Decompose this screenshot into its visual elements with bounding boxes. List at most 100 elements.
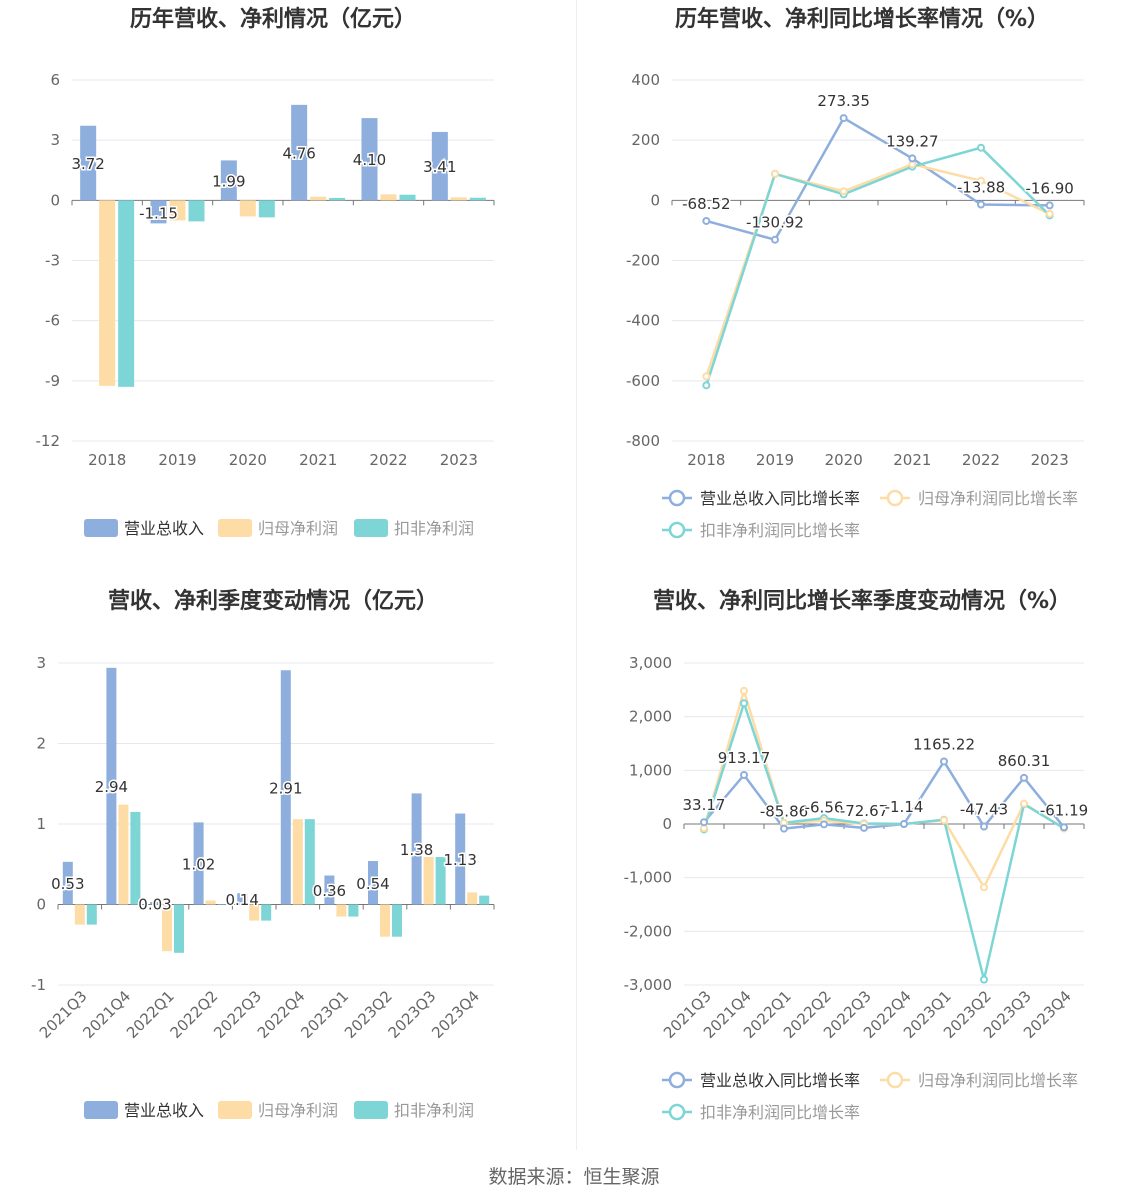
data-label: 2.91 bbox=[269, 779, 302, 797]
bar-0 bbox=[80, 125, 97, 201]
annual-growth-rate-chart: 历年营收、净利同比增长率情况（%） 400 200 0 -200 -400 -600 -800… bbox=[574, 0, 1148, 580]
data-label: -85.86 bbox=[760, 803, 808, 821]
bar-0 bbox=[361, 118, 378, 201]
x-tick-label: 2021Q4 bbox=[79, 987, 134, 1042]
chart-svg: 营收、净利季度变动情况（亿元）3210-12021Q32021Q42022Q12… bbox=[31, 588, 495, 1120]
bar-2 bbox=[399, 194, 416, 201]
legend-label: 营业总收入同比增长率 bbox=[700, 1071, 860, 1090]
data-point-0 bbox=[1060, 823, 1068, 832]
x-tick-label: 2023 bbox=[440, 451, 478, 469]
data-point-2 bbox=[977, 143, 985, 152]
legend-label: 归母净利润同比增长率 bbox=[918, 1071, 1078, 1090]
y-tick-label: -400 bbox=[626, 312, 660, 330]
data-label: -13.88 bbox=[957, 179, 1005, 197]
bar-0 bbox=[280, 670, 291, 905]
data-label: 1.38 bbox=[400, 841, 433, 859]
data-point-1 bbox=[977, 176, 985, 185]
y-tick-label: -2,000 bbox=[624, 922, 672, 940]
quarterly-revenue-profit-chart: 营收、净利季度变动情况（亿元） 3 2 1 0 -1 2021Q3 2021Q4 2022Q1 2… bbox=[0, 582, 574, 1162]
data-point-1 bbox=[740, 686, 748, 695]
chart-svg: 营收、净利同比增长率季度变动情况（%） 3,000 2,000 1,000 0 -1,00… bbox=[624, 588, 1090, 1122]
bar-1 bbox=[118, 804, 129, 905]
data-point-1 bbox=[940, 816, 948, 825]
y-tick-label: -1,000 bbox=[624, 869, 672, 887]
y-tick-label: -1 bbox=[31, 976, 46, 994]
data-point-0 bbox=[1045, 201, 1054, 210]
chart-title: 营收、净利季度变动情况（亿元） bbox=[108, 588, 438, 614]
data-label: 4.10 bbox=[353, 151, 386, 169]
bar-0 bbox=[62, 861, 73, 905]
data-point-0 bbox=[740, 770, 748, 779]
legend-label: 扣非净利润同比增长率 bbox=[700, 521, 860, 540]
chart-canvas: 历年营收、净利情况（亿元） 6 3 0 -3 -6 -9 -12 2018 2019 2020 202… bbox=[36, 6, 495, 538]
legend-swatch bbox=[84, 519, 118, 537]
bar-0 bbox=[193, 822, 204, 905]
bar-2 bbox=[86, 904, 97, 925]
data-point-0 bbox=[940, 757, 948, 766]
y-tick-label: 3 bbox=[36, 654, 46, 672]
bar-0 bbox=[411, 793, 422, 905]
legend-marker bbox=[668, 1071, 686, 1089]
x-tick-label: 2022Q2 bbox=[167, 987, 222, 1042]
bar-0 bbox=[106, 667, 117, 905]
y-tick-label: -12 bbox=[36, 432, 61, 450]
bar-2 bbox=[479, 895, 490, 905]
bar-0 bbox=[431, 131, 448, 201]
y-tick-label: -200 bbox=[626, 252, 660, 270]
legend-swatch bbox=[354, 519, 388, 537]
bar-1 bbox=[205, 900, 216, 905]
data-label: 0.53 bbox=[51, 875, 84, 893]
y-tick-label: 0 bbox=[662, 815, 672, 833]
data-label: 0.36 bbox=[313, 882, 346, 900]
data-point-1 bbox=[839, 187, 848, 196]
y-tick-label: 1 bbox=[36, 815, 46, 833]
x-tick-label: 2020 bbox=[229, 451, 267, 469]
legend-marker bbox=[668, 489, 686, 507]
y-tick-label: 0 bbox=[36, 896, 46, 914]
data-label: 0.54 bbox=[356, 875, 389, 893]
x-tick-label: 2023Q3 bbox=[385, 987, 440, 1042]
data-point-0 bbox=[900, 820, 908, 829]
bar-1 bbox=[99, 200, 116, 386]
bar-1 bbox=[336, 904, 347, 917]
y-tick-label: 6 bbox=[50, 71, 60, 89]
data-point-0 bbox=[1020, 773, 1028, 782]
y-tick-label: -800 bbox=[626, 432, 660, 450]
bar-1 bbox=[423, 857, 434, 905]
y-tick-label: 2,000 bbox=[629, 708, 672, 726]
y-tick-label: -600 bbox=[626, 372, 660, 390]
bar-2 bbox=[130, 811, 141, 905]
x-tick-label: 2021Q3 bbox=[36, 987, 91, 1042]
data-label: 3.41 bbox=[423, 158, 456, 176]
data-label: 913.17 bbox=[718, 749, 771, 767]
bar-2 bbox=[188, 200, 205, 222]
data-label: 1.99 bbox=[212, 172, 245, 190]
data-label: 0.14 bbox=[225, 891, 258, 909]
bar-1 bbox=[450, 197, 467, 201]
annual-revenue-profit-chart: 历年营收、净利情况（亿元） 6 3 0 -3 -6 -9 -12 2018 2019 2020 202… bbox=[0, 0, 574, 580]
x-tick-label: 2022 bbox=[962, 451, 1000, 469]
data-point-0 bbox=[860, 823, 868, 832]
x-tick-label: 2018 bbox=[88, 451, 126, 469]
data-label: -130.92 bbox=[746, 214, 804, 232]
data-source-note: 数据来源：恒生聚源 bbox=[488, 1166, 660, 1188]
data-label: 139.27 bbox=[886, 132, 939, 150]
bar-0 bbox=[237, 893, 248, 905]
legend-label: 营业总收入同比增长率 bbox=[700, 489, 860, 508]
legend-swatch bbox=[218, 1101, 252, 1119]
data-point-0 bbox=[702, 216, 711, 225]
data-label: -16.90 bbox=[1025, 179, 1073, 197]
data-label: 33.17 bbox=[683, 796, 726, 814]
legend-marker bbox=[886, 489, 904, 507]
bar-1 bbox=[380, 904, 390, 937]
data-point-1 bbox=[1020, 799, 1028, 808]
x-tick-label: 2023Q4 bbox=[428, 987, 483, 1042]
series-line-2 bbox=[705, 146, 1051, 386]
x-tick-label: 2021 bbox=[893, 451, 931, 469]
y-tick-label: 200 bbox=[631, 131, 660, 149]
bar-0 bbox=[150, 200, 167, 224]
data-point-0 bbox=[700, 818, 708, 827]
bar-1 bbox=[292, 819, 303, 905]
chart-svg: 历年营收、净利同比增长率情况（%） 400 200 0 -200 -400 -600 -800… bbox=[626, 6, 1085, 540]
bar-1 bbox=[249, 904, 260, 921]
